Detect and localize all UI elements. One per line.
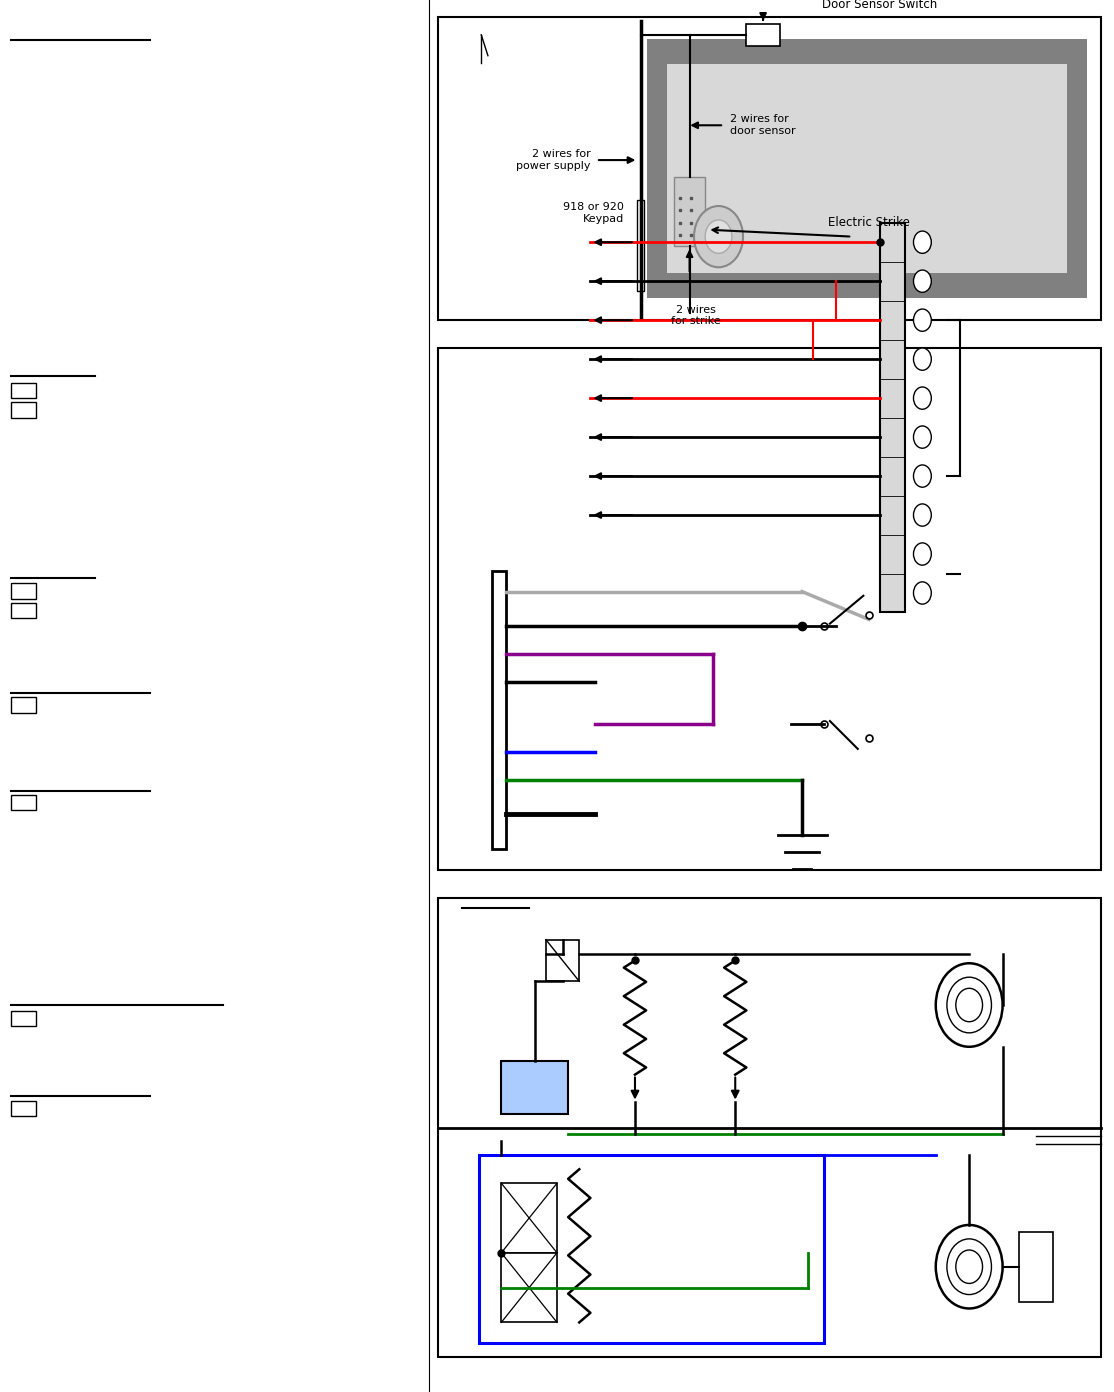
Circle shape bbox=[913, 387, 931, 409]
Bar bbox=[667, 64, 1067, 273]
Bar bbox=[438, 898, 1101, 1357]
Circle shape bbox=[913, 543, 931, 565]
Bar bbox=[647, 39, 1087, 298]
Circle shape bbox=[936, 963, 1003, 1047]
Circle shape bbox=[913, 504, 931, 526]
Text: 2 wires
for strike: 2 wires for strike bbox=[672, 305, 721, 327]
Bar bbox=[546, 940, 579, 981]
Bar bbox=[438, 17, 1101, 320]
Bar bbox=[501, 1061, 568, 1114]
Bar bbox=[492, 571, 506, 849]
Circle shape bbox=[913, 426, 931, 448]
Circle shape bbox=[913, 309, 931, 331]
Circle shape bbox=[913, 270, 931, 292]
Text: 918 or 920
Keypad: 918 or 920 Keypad bbox=[563, 202, 624, 224]
Bar bbox=[11, 603, 36, 618]
Bar bbox=[746, 24, 780, 46]
Bar bbox=[1019, 1232, 1053, 1302]
Text: 2 wires for
power supply: 2 wires for power supply bbox=[516, 149, 590, 171]
Circle shape bbox=[694, 206, 743, 267]
Bar bbox=[11, 583, 36, 599]
Bar bbox=[880, 223, 905, 612]
Bar bbox=[438, 348, 1101, 870]
Bar bbox=[11, 795, 36, 810]
Text: Door Sensor Switch: Door Sensor Switch bbox=[822, 0, 938, 11]
Bar bbox=[637, 200, 644, 291]
Bar bbox=[674, 177, 705, 246]
Circle shape bbox=[705, 220, 732, 253]
Bar bbox=[501, 1183, 557, 1253]
Circle shape bbox=[913, 582, 931, 604]
Bar bbox=[479, 1155, 824, 1343]
Bar bbox=[11, 1101, 36, 1116]
Bar bbox=[11, 402, 36, 418]
Bar bbox=[11, 383, 36, 398]
Circle shape bbox=[913, 348, 931, 370]
Text: 2 wires for
door sensor: 2 wires for door sensor bbox=[730, 114, 795, 136]
Bar bbox=[501, 1253, 557, 1322]
Bar bbox=[11, 1011, 36, 1026]
Bar bbox=[11, 697, 36, 713]
Circle shape bbox=[913, 231, 931, 253]
Text: Electric Strike: Electric Strike bbox=[828, 216, 910, 230]
Circle shape bbox=[913, 465, 931, 487]
Circle shape bbox=[936, 1225, 1003, 1308]
